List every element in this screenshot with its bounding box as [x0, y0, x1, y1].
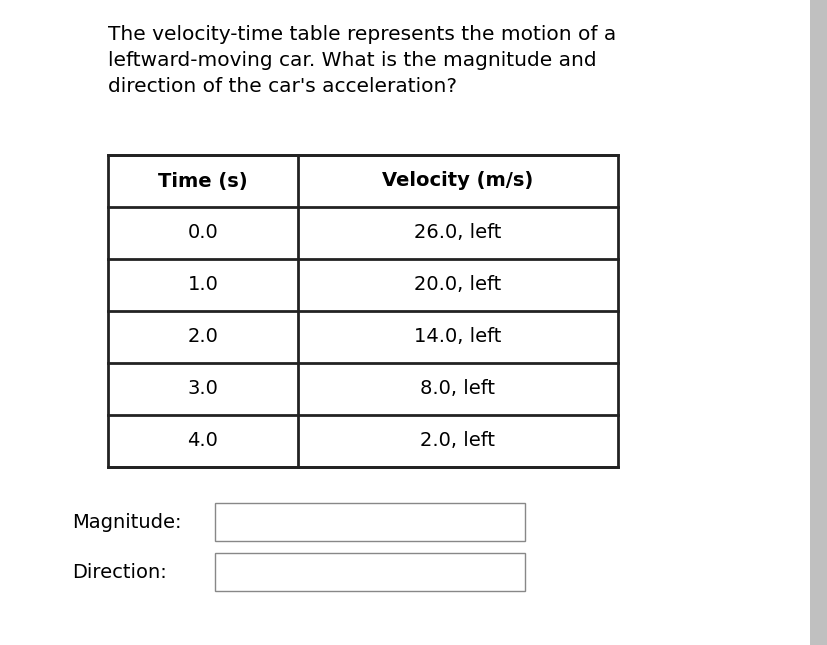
Text: 8.0, left: 8.0, left	[420, 379, 495, 399]
Bar	[215, 553, 524, 591]
Text: 20.0, left: 20.0, left	[414, 275, 501, 295]
Bar	[215, 503, 524, 541]
Text: 2.0, left: 2.0, left	[420, 432, 495, 450]
Text: Time (s): Time (s)	[158, 172, 247, 190]
Text: direction of the car's acceleration?: direction of the car's acceleration?	[108, 77, 457, 96]
Text: 1.0: 1.0	[188, 275, 218, 295]
Text: 2.0: 2.0	[188, 328, 218, 346]
Text: 3.0: 3.0	[188, 379, 218, 399]
Bar	[108, 155, 617, 467]
Text: 0.0: 0.0	[188, 224, 218, 243]
Text: leftward-moving car. What is the magnitude and: leftward-moving car. What is the magnitu…	[108, 51, 596, 70]
Text: Magnitude:: Magnitude:	[72, 513, 181, 531]
Text: The velocity-time table represents the motion of a: The velocity-time table represents the m…	[108, 25, 615, 44]
Text: 26.0, left: 26.0, left	[414, 224, 501, 243]
Text: 4.0: 4.0	[188, 432, 218, 450]
Text: 14.0, left: 14.0, left	[414, 328, 501, 346]
Bar	[809, 0, 827, 645]
Text: Direction:: Direction:	[72, 562, 166, 582]
Text: Velocity (m/s): Velocity (m/s)	[382, 172, 533, 190]
